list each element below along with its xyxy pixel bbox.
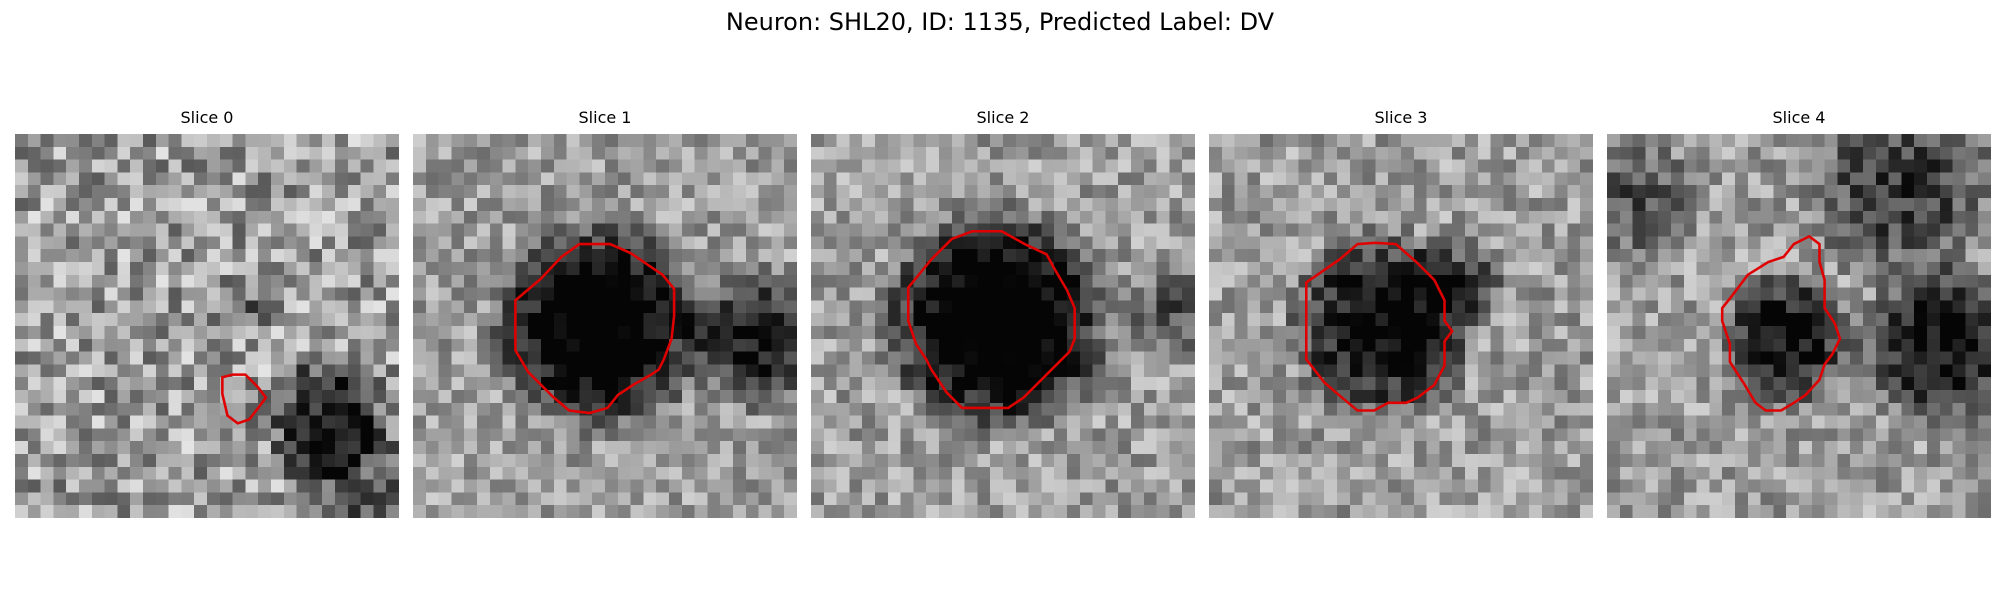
slice-image [15, 134, 399, 518]
pixel-texture [15, 134, 399, 518]
slice-panel-0: Slice 0 [15, 108, 399, 518]
roi-contour [906, 229, 1076, 410]
roi-contour [1304, 241, 1454, 412]
slice-image [811, 134, 1195, 518]
roi-contour [1720, 234, 1842, 412]
figure-title: Neuron: SHL20, ID: 1135, Predicted Label… [725, 8, 1275, 36]
slice-panel-1: Slice 1 [413, 108, 797, 518]
slice-title: Slice 3 [1374, 108, 1428, 127]
slice-title: Slice 2 [976, 108, 1030, 127]
pixel-texture [413, 134, 797, 518]
slice-title: Slice 1 [578, 108, 632, 127]
pixel-texture [1607, 134, 1991, 518]
slice-image [1209, 134, 1593, 518]
pixel-texture [811, 134, 1195, 518]
slice-image [1607, 134, 1991, 518]
slice-panel-3: Slice 3 [1209, 108, 1593, 518]
slice-title: Slice 0 [180, 108, 234, 127]
pixel-texture [1209, 134, 1593, 518]
roi-contour [221, 373, 268, 425]
roi-contour [514, 242, 676, 415]
slice-panel-2: Slice 2 [811, 108, 1195, 518]
slice-image [413, 134, 797, 518]
slice-title: Slice 4 [1772, 108, 1826, 127]
slice-panel-4: Slice 4 [1607, 108, 1991, 518]
